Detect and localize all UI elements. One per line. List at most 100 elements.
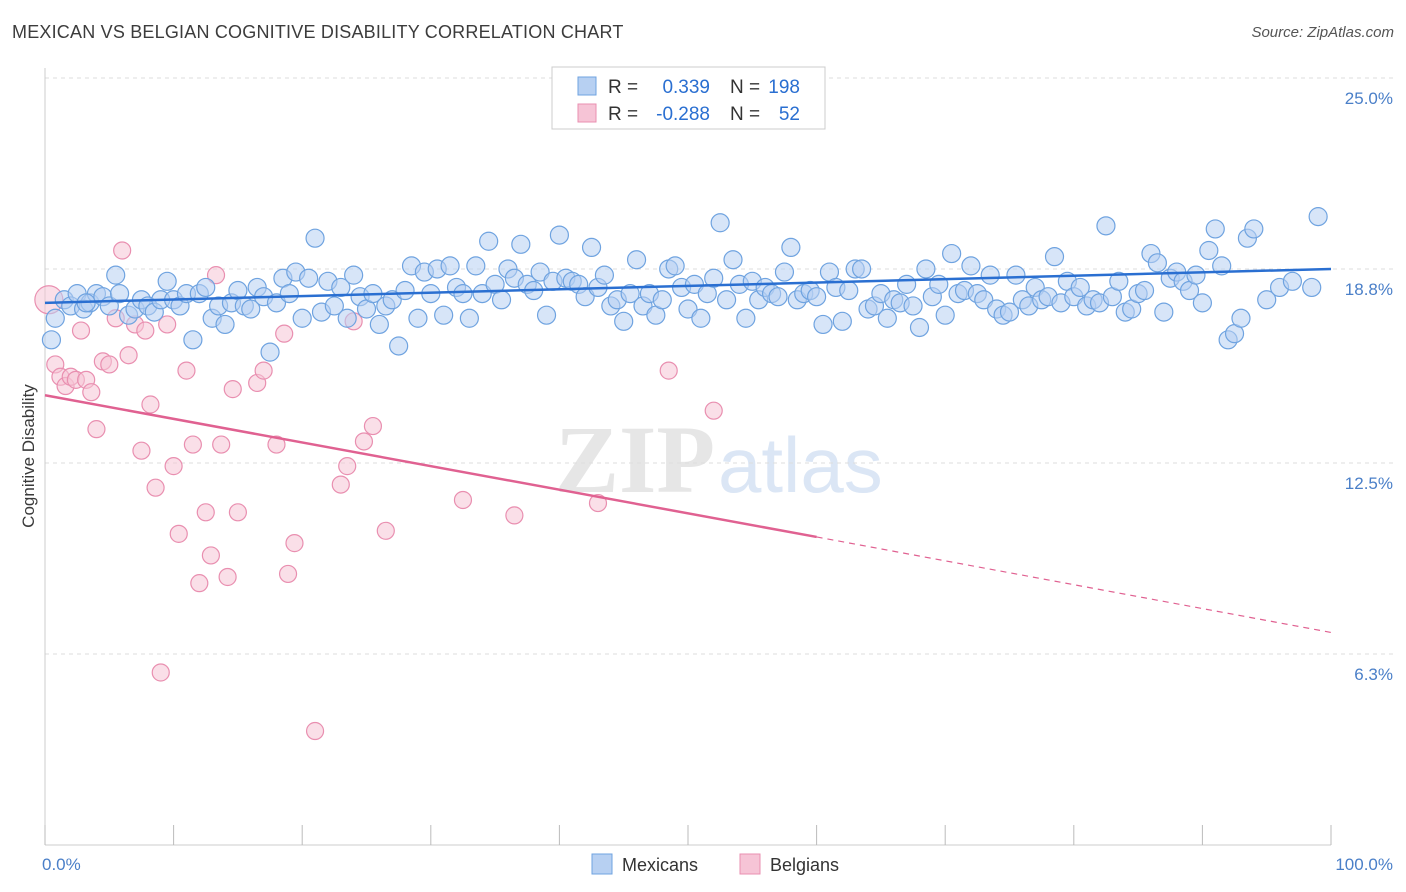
mexican-point [241, 299, 261, 319]
mexican-point [434, 305, 454, 325]
mexican-point [45, 308, 65, 328]
mexican-point [626, 250, 647, 270]
mexican-point [736, 308, 756, 328]
mexican-point [511, 234, 531, 254]
x-tick-label-max: 100.0% [1335, 855, 1393, 874]
y-axis-label: Cognitive Disability [19, 384, 38, 528]
mexican-point [1212, 256, 1232, 276]
mexican-point [723, 250, 743, 270]
belgian-point [119, 346, 138, 365]
mexican-point [549, 225, 570, 245]
belgian-point [151, 663, 170, 682]
belgian-point [141, 395, 160, 414]
belgian-point [305, 721, 325, 741]
mexican-point [704, 268, 724, 288]
belgians-trend-extension [816, 536, 1332, 634]
tick-labels: 6.3% 12.5% 18.8% 25.0% 0.0% 100.0% [42, 89, 1393, 874]
mexican-point [1244, 219, 1264, 239]
belgian-point [278, 564, 298, 584]
belgian-point [338, 457, 357, 476]
mexican-point [305, 228, 325, 248]
bottom-legend: Mexicans Belgians [591, 853, 839, 875]
bottom-legend-label-belgians: Belgians [770, 855, 839, 875]
mexican-point [183, 330, 203, 350]
belgian-point [113, 241, 132, 260]
mexican-point [691, 308, 711, 328]
mexican-point [41, 330, 62, 350]
mexican-point [1231, 308, 1251, 328]
legend-n-label-belgians: N = [730, 104, 760, 125]
mexican-point [331, 277, 351, 298]
y-tick-label: 12.5% [1345, 474, 1393, 493]
mexican-point [1257, 290, 1277, 310]
mexican-point [710, 213, 730, 233]
belgian-point [177, 361, 196, 380]
mexican-point [877, 308, 897, 328]
belgian-point [505, 506, 524, 525]
mexican-point [942, 243, 962, 264]
legend-n-value-mexicans: 198 [768, 77, 800, 98]
belgian-points [34, 241, 723, 741]
mexican-point [832, 311, 852, 331]
mexican-point [581, 237, 602, 258]
mexican-point [1096, 216, 1116, 236]
mexican-point [980, 265, 1000, 285]
mexican-point [299, 268, 319, 288]
mexican-point [196, 277, 216, 298]
mexican-point [1308, 207, 1328, 227]
mexican-point [337, 308, 357, 328]
mexican-point [999, 302, 1020, 322]
belgian-point [87, 420, 106, 439]
trend-lines [44, 267, 1332, 634]
mexican-point [1154, 302, 1174, 322]
mexican-point [935, 305, 955, 325]
mexican-point [1006, 265, 1026, 285]
x-tick-label-min: 0.0% [42, 855, 81, 874]
belgian-point [704, 401, 723, 420]
legend-box: R = 0.339 N = 198 R = -0.288 N = 52 [551, 66, 826, 130]
belgian-point [376, 521, 395, 540]
belgian-point [190, 574, 209, 593]
watermark-atlas: atlas [718, 421, 883, 509]
mexican-point [344, 265, 364, 285]
mexican-point [279, 284, 299, 304]
mexican-point [852, 259, 872, 279]
legend-swatch-mexicans [577, 76, 597, 96]
y-tick-label: 25.0% [1345, 89, 1393, 108]
legend-r-label-mexicans: R = [608, 77, 638, 98]
mexican-point [909, 317, 930, 338]
mexican-point [440, 256, 460, 276]
mexican-point [1205, 219, 1225, 239]
mexican-point [472, 284, 492, 304]
belgian-point [212, 435, 231, 454]
mexican-point [716, 290, 737, 310]
mexican-point [678, 299, 698, 319]
mexican-point [594, 265, 615, 285]
mexican-point [813, 314, 833, 335]
mexican-point [109, 284, 130, 304]
mexican-point [260, 342, 280, 362]
y-tick-label: 6.3% [1354, 665, 1393, 684]
belgian-point [218, 567, 237, 587]
mexican-point [389, 336, 409, 356]
bottom-legend-label-mexicans: Mexicans [622, 855, 698, 875]
belgian-point [267, 435, 286, 454]
belgians-trend-line [44, 394, 817, 539]
belgian-point [228, 503, 247, 522]
mexican-point [292, 308, 312, 328]
mexican-point [1186, 265, 1206, 285]
grid-lines [45, 77, 1395, 655]
belgian-point [169, 524, 188, 543]
mexican-point [839, 280, 859, 301]
belgian-point [201, 546, 220, 565]
belgian-point [331, 475, 350, 494]
legend-r-label-belgians: R = [608, 104, 638, 125]
mexican-point [266, 293, 287, 313]
mexican-point [479, 231, 499, 251]
legend-swatch-belgians [577, 103, 597, 123]
mexican-point [781, 237, 801, 258]
mexican-point [1282, 271, 1303, 291]
mexicans-trend-line [44, 267, 1332, 305]
mexican-point [806, 287, 827, 307]
